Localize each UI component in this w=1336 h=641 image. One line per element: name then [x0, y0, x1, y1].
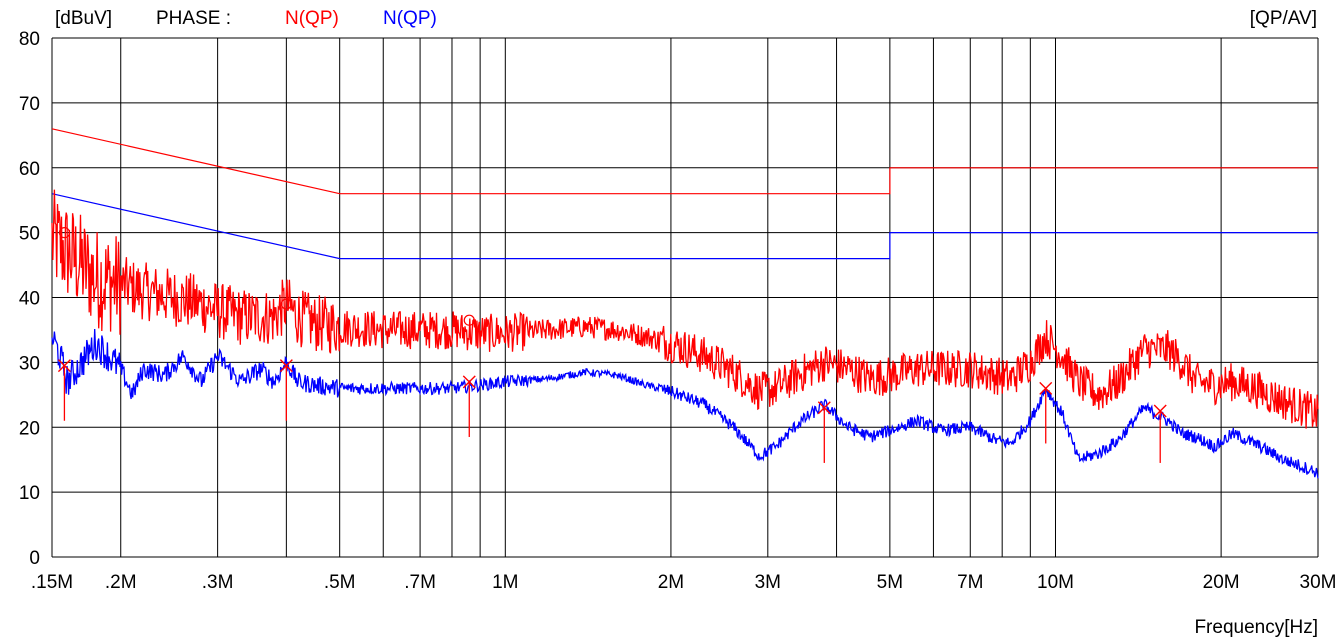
peak-markers — [57, 227, 1167, 463]
peak-marker-x — [817, 401, 831, 415]
peak-marker-circle — [463, 314, 475, 326]
peak-marker-circle — [58, 227, 71, 239]
x-tick-label: .15M — [31, 572, 73, 593]
peak-marker-x — [57, 359, 71, 373]
y-tick-label: 10 — [19, 483, 40, 504]
x-tick-label: 1M — [492, 572, 518, 593]
peak-marker-x — [1153, 404, 1167, 418]
legend-blue-series: N(QP) — [383, 8, 437, 29]
x-tick-labels: .15M .2M .3M .5M .7M 1M 2M 3M 5M 7M 10M 20M 30M — [31, 572, 1336, 593]
x-tick-label: 30M — [1300, 572, 1336, 593]
y-tick-label: 60 — [19, 159, 40, 180]
x-tick-label: 5M — [877, 572, 903, 593]
peak-marker-circle — [280, 298, 292, 310]
series-traces — [51, 189, 1319, 479]
phase-label: PHASE : — [156, 8, 231, 29]
peak-marker-x — [462, 375, 476, 389]
y-tick-label: 40 — [19, 289, 40, 310]
y-tick-labels: 0 10 20 30 40 50 60 70 80 — [19, 29, 40, 569]
legend-red-series: N(QP) — [285, 8, 339, 29]
y-tick-label: 50 — [19, 224, 40, 245]
x-tick-label: .5M — [324, 572, 356, 593]
measurement-trace — [51, 328, 1319, 479]
peak-marker-x — [279, 359, 293, 373]
x-tick-label: .7M — [404, 572, 436, 593]
y-tick-label: 80 — [19, 29, 40, 50]
limit-line — [51, 128, 1318, 195]
y-tick-label: 30 — [19, 353, 40, 374]
x-tick-label: 3M — [755, 572, 781, 593]
x-tick-label: 7M — [957, 572, 983, 593]
x-axis-label: Frequency[Hz] — [1194, 617, 1318, 638]
x-tick-label: 20M — [1203, 572, 1240, 593]
x-tick-label: 2M — [658, 572, 684, 593]
limit-line — [51, 193, 1318, 260]
x-tick-label: .2M — [105, 572, 137, 593]
detector-label: [QP/AV] — [1249, 8, 1317, 29]
y-unit-label: [dBuV] — [55, 8, 113, 29]
limit-lines — [51, 128, 1318, 260]
y-tick-label: 70 — [19, 94, 40, 115]
grid-lines — [51, 37, 1319, 558]
measurement-trace — [51, 189, 1319, 429]
x-tick-label: .3M — [202, 572, 234, 593]
y-tick-label: 0 — [29, 548, 40, 569]
x-tick-label: 10M — [1037, 572, 1074, 593]
peak-marker-x — [1039, 381, 1053, 395]
y-tick-label: 20 — [19, 418, 40, 439]
